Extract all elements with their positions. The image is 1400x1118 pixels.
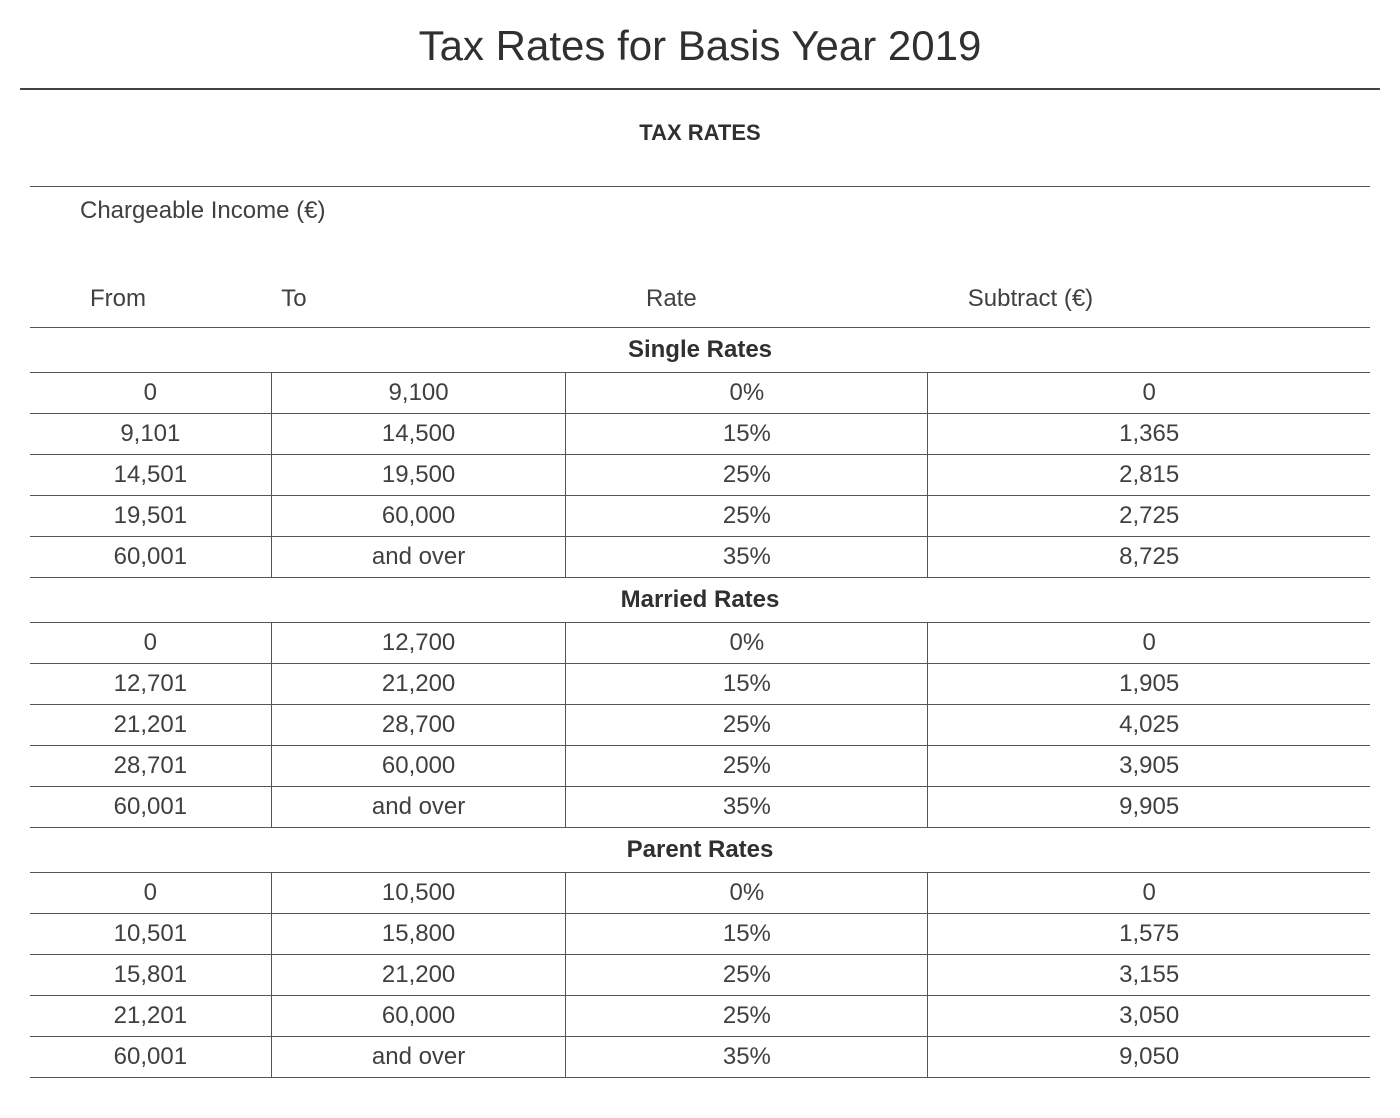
cell-rate: 15% [566, 414, 928, 455]
table-row: 60,001and over35%9,050 [30, 1037, 1370, 1078]
cell-subtract: 1,905 [928, 664, 1370, 705]
section-header-label: Single Rates [30, 328, 1370, 373]
cell-from: 21,201 [30, 705, 271, 746]
column-header-row: From To Rate Subtract (€) [30, 275, 1370, 328]
table-row: 60,001and over35%8,725 [30, 537, 1370, 578]
column-header-rate: Rate [566, 275, 928, 328]
cell-rate: 25% [566, 996, 928, 1037]
cell-from: 0 [30, 873, 271, 914]
cell-rate: 0% [566, 873, 928, 914]
cell-rate: 25% [566, 955, 928, 996]
tax-table-container: Chargeable Income (€) From To Rate Subtr… [20, 186, 1380, 1078]
cell-to: 12,700 [271, 623, 566, 664]
table-row: 19,50160,00025%2,725 [30, 496, 1370, 537]
section-header-row: Married Rates [30, 578, 1370, 623]
section-header-row: Parent Rates [30, 828, 1370, 873]
cell-rate: 35% [566, 537, 928, 578]
cell-subtract: 0 [928, 873, 1370, 914]
cell-rate: 25% [566, 746, 928, 787]
tax-rates-table: Chargeable Income (€) From To Rate Subtr… [30, 186, 1370, 1078]
table-row: 21,20160,00025%3,050 [30, 996, 1370, 1037]
column-header-subtract: Subtract (€) [928, 275, 1370, 328]
cell-subtract: 3,155 [928, 955, 1370, 996]
table-row: 9,10114,50015%1,365 [30, 414, 1370, 455]
table-row: 14,50119,50025%2,815 [30, 455, 1370, 496]
column-header-to: To [271, 275, 566, 328]
cell-to: 28,700 [271, 705, 566, 746]
cell-subtract: 2,725 [928, 496, 1370, 537]
cell-subtract: 1,575 [928, 914, 1370, 955]
cell-rate: 15% [566, 914, 928, 955]
cell-rate: 35% [566, 787, 928, 828]
cell-from: 12,701 [30, 664, 271, 705]
cell-from: 60,001 [30, 537, 271, 578]
cell-rate: 35% [566, 1037, 928, 1078]
cell-rate: 15% [566, 664, 928, 705]
cell-subtract: 9,050 [928, 1037, 1370, 1078]
cell-from: 9,101 [30, 414, 271, 455]
cell-to: and over [271, 787, 566, 828]
cell-from: 19,501 [30, 496, 271, 537]
cell-from: 0 [30, 373, 271, 414]
table-row: 21,20128,70025%4,025 [30, 705, 1370, 746]
table-row: 09,1000%0 [30, 373, 1370, 414]
cell-to: and over [271, 1037, 566, 1078]
page-title: Tax Rates for Basis Year 2019 [20, 10, 1380, 90]
section-header-row: Single Rates [30, 328, 1370, 373]
chargeable-income-row: Chargeable Income (€) [30, 187, 1370, 276]
cell-rate: 25% [566, 496, 928, 537]
cell-subtract: 3,050 [928, 996, 1370, 1037]
cell-to: 60,000 [271, 496, 566, 537]
cell-rate: 0% [566, 623, 928, 664]
cell-from: 28,701 [30, 746, 271, 787]
cell-to: 15,800 [271, 914, 566, 955]
cell-to: 60,000 [271, 996, 566, 1037]
cell-to: 9,100 [271, 373, 566, 414]
table-row: 010,5000%0 [30, 873, 1370, 914]
cell-from: 60,001 [30, 1037, 271, 1078]
cell-subtract: 4,025 [928, 705, 1370, 746]
cell-rate: 0% [566, 373, 928, 414]
cell-subtract: 2,815 [928, 455, 1370, 496]
cell-subtract: 9,905 [928, 787, 1370, 828]
cell-subtract: 1,365 [928, 414, 1370, 455]
cell-subtract: 3,905 [928, 746, 1370, 787]
cell-subtract: 0 [928, 373, 1370, 414]
cell-to: 14,500 [271, 414, 566, 455]
cell-to: 10,500 [271, 873, 566, 914]
cell-subtract: 0 [928, 623, 1370, 664]
cell-to: 60,000 [271, 746, 566, 787]
table-row: 12,70121,20015%1,905 [30, 664, 1370, 705]
chargeable-income-label: Chargeable Income (€) [30, 187, 1370, 276]
cell-from: 60,001 [30, 787, 271, 828]
section-header-label: Parent Rates [30, 828, 1370, 873]
table-row: 10,50115,80015%1,575 [30, 914, 1370, 955]
table-row: 15,80121,20025%3,155 [30, 955, 1370, 996]
cell-to: 19,500 [271, 455, 566, 496]
column-header-from: From [30, 275, 271, 328]
tax-rates-subtitle: TAX RATES [20, 120, 1380, 146]
table-row: 012,7000%0 [30, 623, 1370, 664]
section-header-label: Married Rates [30, 578, 1370, 623]
table-row: 28,70160,00025%3,905 [30, 746, 1370, 787]
cell-from: 21,201 [30, 996, 271, 1037]
cell-subtract: 8,725 [928, 537, 1370, 578]
cell-rate: 25% [566, 705, 928, 746]
cell-from: 0 [30, 623, 271, 664]
cell-to: 21,200 [271, 955, 566, 996]
cell-to: 21,200 [271, 664, 566, 705]
cell-from: 14,501 [30, 455, 271, 496]
cell-from: 15,801 [30, 955, 271, 996]
cell-rate: 25% [566, 455, 928, 496]
cell-to: and over [271, 537, 566, 578]
cell-from: 10,501 [30, 914, 271, 955]
table-row: 60,001and over35%9,905 [30, 787, 1370, 828]
